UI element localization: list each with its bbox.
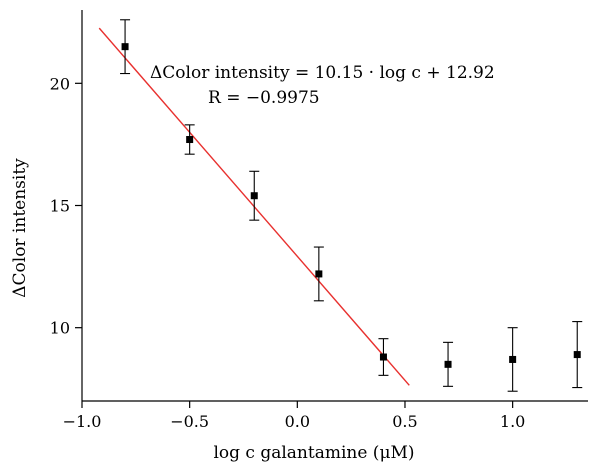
data-point — [509, 355, 517, 363]
correlation-coefficient: R = −0.9975 — [208, 88, 320, 108]
regression-equation: ΔColor intensity = 10.15 · log c + 12.92 — [150, 63, 495, 83]
x-tick-label: −0.5 — [170, 412, 209, 431]
y-tick-label: 10 — [50, 319, 70, 338]
data-point — [121, 43, 129, 51]
data-point — [379, 353, 387, 361]
x-axis-title: log c galantamine (μM) — [213, 443, 414, 463]
data-point — [315, 270, 323, 278]
data-point — [444, 360, 452, 368]
x-tick-label: 0.5 — [392, 412, 417, 431]
y-tick-label: 20 — [50, 74, 70, 93]
data-point — [573, 351, 581, 359]
y-axis-title: ΔColor intensity — [10, 158, 30, 298]
data-points-layer — [120, 19, 583, 392]
x-tick-label: 1.0 — [500, 412, 525, 431]
x-tick-label: 0.0 — [285, 412, 310, 431]
y-tick-label: 15 — [50, 197, 70, 216]
x-tick-label: −1.0 — [63, 412, 102, 431]
axes: −1.0 −0.5 0.0 0.5 1.0 10 15 20 — [50, 10, 588, 431]
data-point — [250, 192, 258, 200]
data-point — [186, 136, 194, 144]
